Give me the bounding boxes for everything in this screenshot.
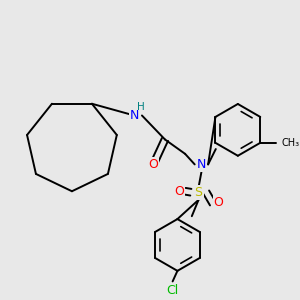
Text: Cl: Cl: [167, 284, 179, 296]
Text: CH₃: CH₃: [281, 138, 299, 148]
Text: O: O: [214, 196, 224, 209]
Text: O: O: [174, 185, 184, 198]
Text: O: O: [148, 158, 158, 171]
Text: N: N: [130, 109, 139, 122]
Text: N: N: [197, 158, 206, 171]
Text: S: S: [194, 186, 202, 199]
Text: H: H: [137, 102, 145, 112]
